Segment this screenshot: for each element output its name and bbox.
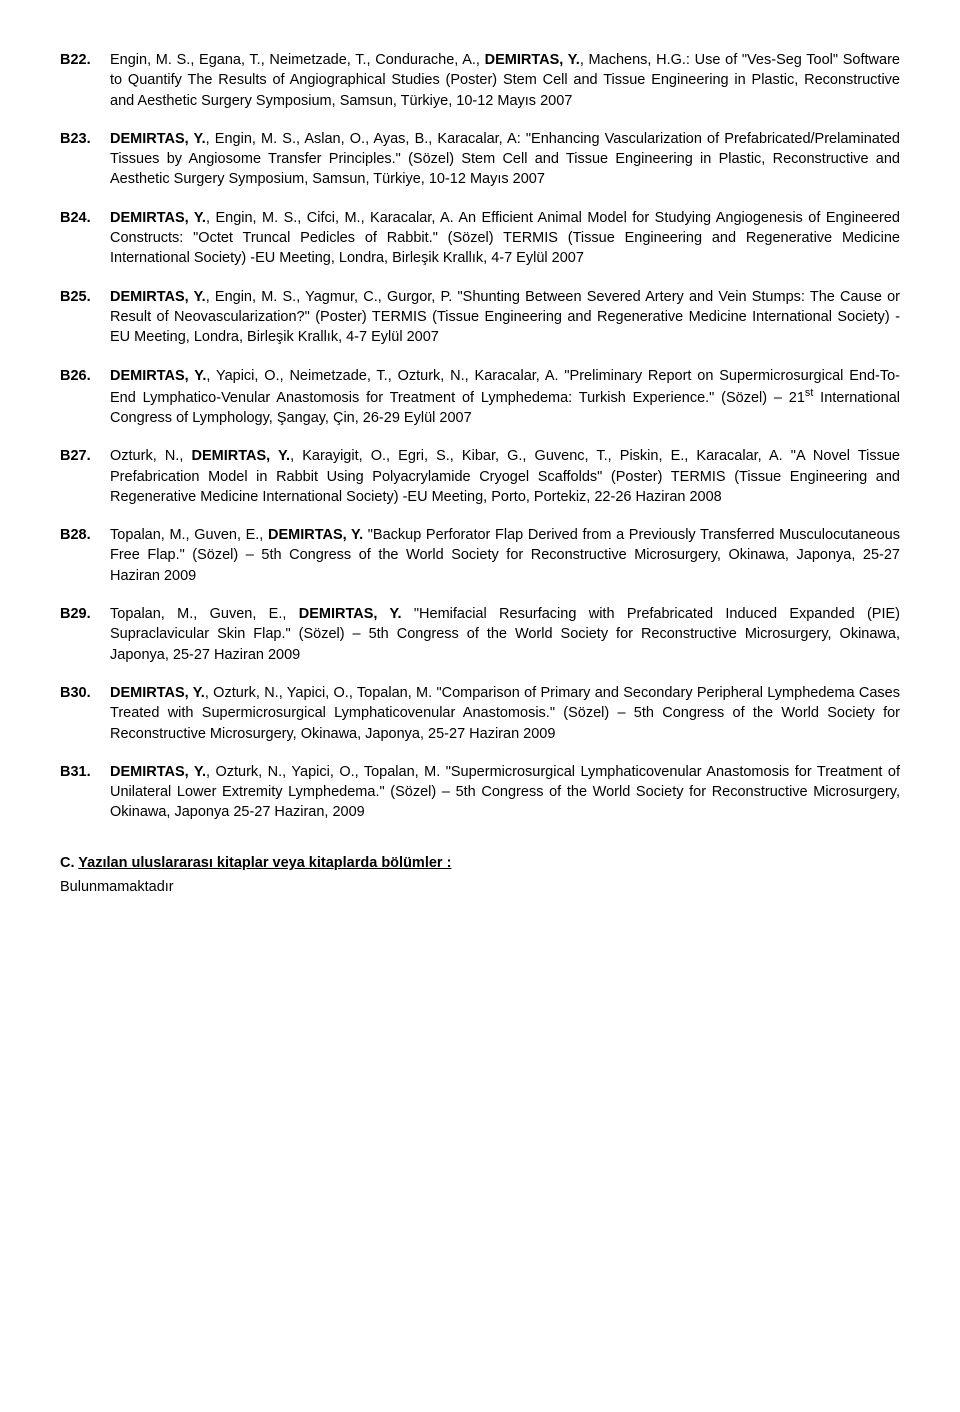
section-letter: C. — [60, 855, 75, 871]
entry-number: B29. — [60, 604, 110, 665]
entry-number: B25. — [60, 287, 110, 348]
entry-number: B27. — [60, 446, 110, 507]
entry-text: Ozturk, N., DEMIRTAS, Y., Karayigit, O.,… — [110, 446, 900, 507]
bibliography-list: B22.Engin, M. S., Egana, T., Neimetzade,… — [60, 50, 900, 823]
section-heading: C. Yazılan uluslararası kitaplar veya ki… — [60, 853, 900, 873]
bibliography-entry: B30.DEMIRTAS, Y., Ozturk, N., Yapici, O.… — [60, 683, 900, 744]
entry-text: Engin, M. S., Egana, T., Neimetzade, T.,… — [110, 50, 900, 111]
bibliography-entry: B22.Engin, M. S., Egana, T., Neimetzade,… — [60, 50, 900, 111]
entry-text: Topalan, M., Guven, E., DEMIRTAS, Y. "Ba… — [110, 525, 900, 586]
entry-text: Topalan, M., Guven, E., DEMIRTAS, Y. "He… — [110, 604, 900, 665]
entry-text: DEMIRTAS, Y., Yapici, O., Neimetzade, T.… — [110, 366, 900, 429]
bibliography-entry: B23.DEMIRTAS, Y., Engin, M. S., Aslan, O… — [60, 129, 900, 190]
entry-text: DEMIRTAS, Y., Ozturk, N., Yapici, O., To… — [110, 762, 900, 823]
entry-number: B24. — [60, 208, 110, 269]
section-subtext: Bulunmamaktadır — [60, 877, 900, 897]
entry-text: DEMIRTAS, Y., Ozturk, N., Yapici, O., To… — [110, 683, 900, 744]
bibliography-entry: B25.DEMIRTAS, Y., Engin, M. S., Yagmur, … — [60, 287, 900, 348]
entry-number: B30. — [60, 683, 110, 744]
bibliography-entry: B24.DEMIRTAS, Y., Engin, M. S., Cifci, M… — [60, 208, 900, 269]
bibliography-entry: B31.DEMIRTAS, Y., Ozturk, N., Yapici, O.… — [60, 762, 900, 823]
entry-text: DEMIRTAS, Y., Engin, M. S., Aslan, O., A… — [110, 129, 900, 190]
bibliography-entry: B29.Topalan, M., Guven, E., DEMIRTAS, Y.… — [60, 604, 900, 665]
bibliography-entry: B26.DEMIRTAS, Y., Yapici, O., Neimetzade… — [60, 366, 900, 429]
entry-text: DEMIRTAS, Y., Engin, M. S., Yagmur, C., … — [110, 287, 900, 348]
entry-number: B26. — [60, 366, 110, 429]
bibliography-entry: B28.Topalan, M., Guven, E., DEMIRTAS, Y.… — [60, 525, 900, 586]
entry-number: B31. — [60, 762, 110, 823]
entry-text: DEMIRTAS, Y., Engin, M. S., Cifci, M., K… — [110, 208, 900, 269]
bibliography-entry: B27.Ozturk, N., DEMIRTAS, Y., Karayigit,… — [60, 446, 900, 507]
entry-number: B23. — [60, 129, 110, 190]
entry-number: B22. — [60, 50, 110, 111]
section-title: Yazılan uluslararası kitaplar veya kitap… — [78, 855, 451, 871]
entry-number: B28. — [60, 525, 110, 586]
